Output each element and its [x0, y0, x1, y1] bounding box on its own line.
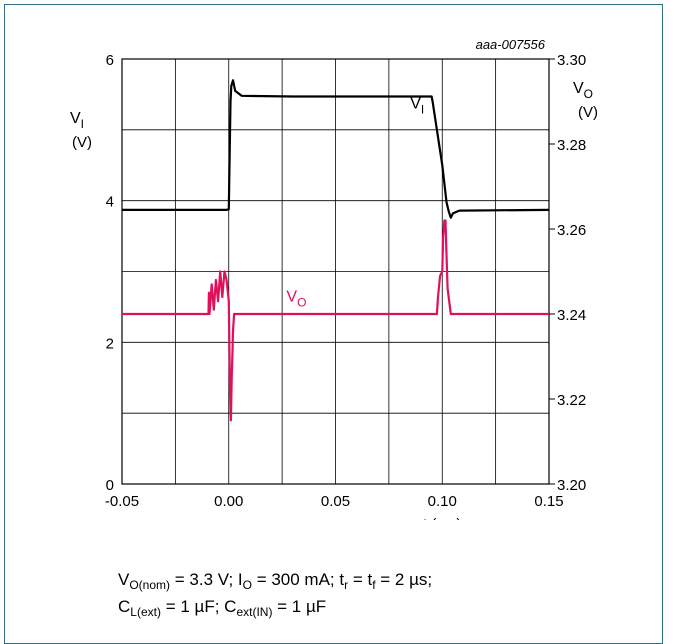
- caption-subscript: O(nom): [129, 578, 171, 592]
- caption-text: = 3.3 V; I: [170, 570, 243, 589]
- y-left-tick-label: 4: [106, 194, 114, 211]
- y-left-tick-label: 2: [106, 335, 114, 352]
- chart: aaa-007556 VI VO -0.05 0.00 0.05 0.10 0.15 t (…: [70, 37, 598, 520]
- x-tick-label: -0.05: [105, 493, 139, 510]
- series-label-i: VI: [410, 96, 424, 117]
- y-left-axis-unit: (V): [72, 134, 92, 151]
- y-left-axis-label: VI: [70, 110, 84, 131]
- caption-text: V: [118, 570, 130, 589]
- caption-subscript: O: [242, 578, 252, 592]
- y-right-tick-label: 3.22: [557, 392, 586, 409]
- grid: [121, 58, 550, 485]
- caption-line-2: CL(ext) = 1 µF; Cext(IN) = 1 µF: [118, 597, 327, 619]
- y-left-tick-label: 0: [106, 477, 114, 494]
- y-right-tick-label: 3.30: [557, 52, 586, 69]
- x-axis-label: t (ms): [423, 516, 461, 520]
- y-left-tick-label: 6: [106, 52, 114, 69]
- y-right-tick-label: 3.20: [557, 477, 586, 494]
- caption-text: = 300 mA; t: [251, 570, 345, 589]
- x-tick-label: 0.15: [534, 493, 563, 510]
- caption-subscript: r: [344, 578, 349, 592]
- caption-text: C: [118, 597, 131, 616]
- series-label-o: VO: [286, 288, 306, 309]
- caption-text: = 1 µF; C: [160, 597, 237, 616]
- series-layer: VI VO: [122, 79, 550, 422]
- x-tick-label: 0.00: [214, 493, 243, 510]
- axes-layer: -0.05 0.00 0.05 0.10 0.15 t (ms) 0 2 4 6 VI (V) 3.20…: [70, 52, 598, 520]
- y-right-tick-label: 3.24: [557, 307, 586, 324]
- y-right-axis-label: VO: [573, 80, 593, 101]
- y-right-tick-label: 3.28: [557, 137, 586, 154]
- y-right-tick-label: 3.26: [557, 222, 586, 239]
- plot-border: [121, 58, 550, 485]
- x-tick-label: 0.10: [428, 493, 457, 510]
- figure-id: aaa-007556: [476, 37, 546, 52]
- caption-subscript: ext(IN): [236, 605, 273, 619]
- caption-line-1: VO(nom) = 3.3 V; IO = 300 mA; tr = tf = …: [118, 570, 433, 592]
- caption-subscript: L(ext): [130, 605, 161, 619]
- series-line-i: [122, 79, 550, 219]
- caption-text: = 1 µF: [272, 597, 327, 616]
- y-right-axis-unit: (V): [578, 104, 598, 121]
- caption-text: = t: [348, 570, 373, 589]
- caption-subscript: f: [372, 578, 376, 592]
- x-tick-label: 0.05: [321, 493, 350, 510]
- caption-text: = 2 µs;: [375, 570, 433, 589]
- series-line-o: [122, 219, 549, 422]
